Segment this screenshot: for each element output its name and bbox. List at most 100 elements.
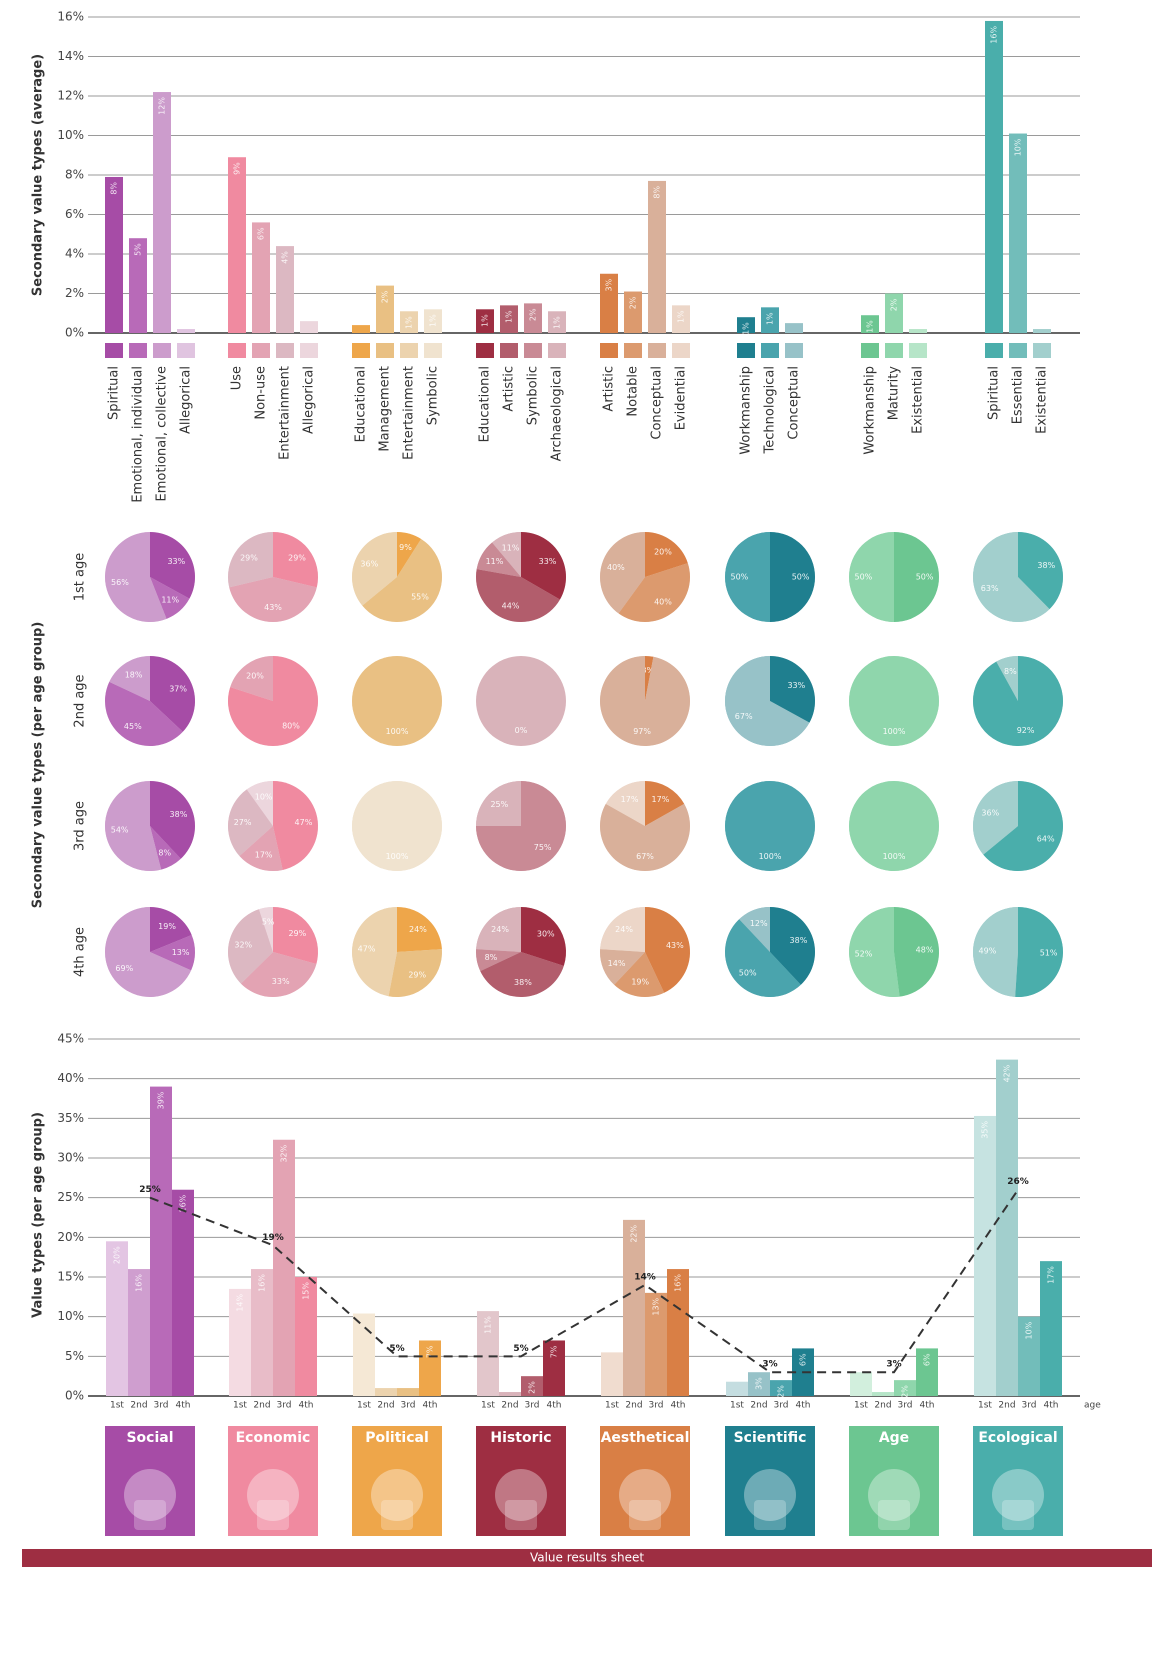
x-tick-label: 3rd	[1022, 1401, 1037, 1411]
value-label: 2%	[529, 308, 538, 321]
bar	[1033, 329, 1051, 333]
y-tick-label: 45%	[57, 1032, 84, 1046]
x-tick-label: 1st	[978, 1401, 992, 1411]
bar	[872, 1392, 894, 1396]
bar	[850, 1372, 872, 1396]
value-label: 4%	[281, 251, 290, 264]
value-label: 64%	[1037, 835, 1055, 844]
value-label: 100%	[386, 852, 409, 861]
x-tick-label: 2nd	[750, 1401, 767, 1411]
x-tick-label: 3rd	[277, 1401, 292, 1411]
value-label: 1%	[481, 314, 490, 327]
value-label: 27%	[234, 818, 252, 827]
value-label: 54%	[111, 825, 129, 834]
y-tick-label: 6%	[65, 207, 84, 221]
y-tick-label: 8%	[65, 168, 84, 182]
card-icon	[629, 1500, 661, 1530]
bar	[273, 1140, 295, 1396]
x-tick-label: 2nd	[501, 1401, 518, 1411]
x-tick-label: 1st	[357, 1401, 371, 1411]
value-label: 100%	[386, 727, 409, 736]
value-label: 8%	[485, 953, 498, 962]
category-label: Emotional, individual	[131, 366, 146, 503]
value-label: 5%	[262, 917, 275, 926]
bar	[375, 1388, 397, 1396]
value-label: 16%	[258, 1274, 267, 1292]
value-label: 67%	[636, 852, 654, 861]
x-tick-label: 2nd	[625, 1401, 642, 1411]
value-label: 11%	[161, 595, 179, 604]
category-label: Allegorical	[302, 366, 317, 434]
legend-swatch	[424, 343, 442, 358]
value-label: 17%	[652, 795, 670, 804]
value-label: 55%	[411, 593, 429, 602]
category-label: Use	[230, 366, 245, 390]
category-label: Allegorical	[179, 366, 194, 434]
category-label: Notable	[626, 366, 641, 417]
value-label: 47%	[295, 818, 313, 827]
value-label: 16%	[674, 1274, 683, 1292]
line-label: 5%	[513, 1344, 528, 1354]
legend-swatch	[785, 343, 803, 358]
legend-swatch	[861, 343, 879, 358]
category-name: Ecological	[978, 1430, 1057, 1446]
legend-swatch	[524, 343, 542, 358]
legend-swatch	[1033, 343, 1051, 358]
bar	[726, 1382, 748, 1396]
value-label: 0%	[515, 726, 528, 735]
category-label: Symbolic	[526, 366, 541, 425]
legend-swatch	[400, 343, 418, 358]
line-label: 25%	[139, 1185, 161, 1195]
x-tick-label: 4th	[299, 1401, 314, 1411]
value-label: 1%	[866, 320, 875, 333]
value-label: 50%	[739, 968, 757, 977]
category-label: Non-use	[254, 366, 269, 420]
category-label: Existential	[1035, 366, 1050, 434]
legend-swatch	[300, 343, 318, 358]
value-label: 11%	[486, 557, 504, 566]
value-label: 42%	[1003, 1064, 1012, 1082]
bar	[352, 325, 370, 333]
legend-swatch	[737, 343, 755, 358]
value-label: 1%	[553, 316, 562, 329]
legend-swatch	[1009, 343, 1027, 358]
value-label: 50%	[855, 573, 873, 582]
value-label: 20%	[654, 548, 672, 557]
bar	[974, 1116, 996, 1396]
value-label: 50%	[916, 573, 934, 582]
value-label: 44%	[502, 601, 520, 610]
value-label: 2%	[629, 296, 638, 309]
value-label: 20%	[113, 1246, 122, 1264]
value-label: 38%	[170, 810, 188, 819]
value-label: 50%	[731, 573, 749, 582]
line-label: 26%	[1007, 1177, 1029, 1187]
x-tick-label: 2nd	[253, 1401, 270, 1411]
value-label: 33%	[787, 681, 805, 690]
bar	[785, 323, 803, 333]
value-label: 80%	[282, 721, 300, 730]
value-label: 19%	[631, 978, 649, 987]
value-label: 47%	[358, 945, 376, 954]
bar	[353, 1313, 375, 1396]
value-label: 50%	[792, 573, 810, 582]
value-label: 17%	[1047, 1266, 1056, 1284]
value-label: 17%	[621, 795, 639, 804]
value-results-sheet: Value results sheet 0%2%4%6%8%10%12%14%1…	[0, 0, 1174, 1663]
legend-swatch	[352, 343, 370, 358]
y-tick-label: 5%	[65, 1349, 84, 1363]
legend-swatch	[153, 343, 171, 358]
category-label: Educational	[478, 366, 493, 442]
value-label: 1%	[766, 312, 775, 325]
bar	[150, 1087, 172, 1396]
x-tick-label: 4th	[176, 1401, 191, 1411]
y-tick-label: 0%	[65, 326, 84, 340]
category-label: Workmanship	[739, 366, 754, 455]
x-tick-label: 4th	[796, 1401, 811, 1411]
card-icon	[878, 1500, 910, 1530]
row-label: 3rd age	[73, 801, 88, 851]
value-label: 24%	[409, 925, 427, 934]
value-label: 24%	[491, 925, 509, 934]
y-tick-label: 0%	[65, 1389, 84, 1403]
value-label: 7%	[550, 1345, 559, 1358]
bar	[499, 1392, 521, 1396]
